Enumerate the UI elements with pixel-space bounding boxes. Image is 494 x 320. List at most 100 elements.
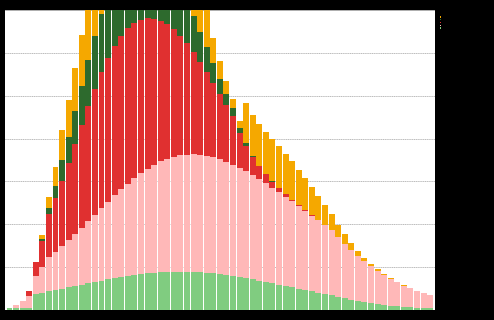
Bar: [420, 308, 426, 310]
Bar: [85, 221, 91, 283]
Bar: [329, 230, 334, 295]
Bar: [138, 173, 144, 274]
Bar: [283, 194, 288, 197]
Bar: [131, 0, 137, 23]
Bar: [177, 36, 183, 156]
Bar: [72, 144, 78, 234]
Bar: [151, 273, 157, 310]
Bar: [99, 72, 105, 208]
Bar: [394, 283, 400, 306]
Bar: [408, 307, 413, 310]
Bar: [13, 305, 19, 308]
Bar: [52, 186, 58, 198]
Bar: [79, 284, 85, 310]
Bar: [309, 215, 315, 216]
Bar: [184, 0, 190, 2]
Bar: [118, 0, 124, 36]
Bar: [269, 181, 275, 188]
Bar: [296, 170, 302, 205]
Bar: [322, 225, 328, 294]
Bar: [316, 196, 322, 220]
Bar: [118, 277, 124, 310]
Bar: [374, 269, 380, 271]
Bar: [191, 0, 197, 16]
Bar: [237, 168, 243, 277]
Bar: [230, 99, 236, 108]
Bar: [335, 237, 341, 297]
Bar: [99, 0, 105, 14]
Bar: [171, 0, 177, 29]
Bar: [230, 276, 236, 310]
Bar: [223, 162, 229, 275]
Bar: [414, 291, 420, 308]
Bar: [302, 210, 308, 211]
Bar: [276, 192, 282, 284]
Bar: [112, 278, 118, 310]
Bar: [145, 169, 151, 274]
Bar: [374, 304, 380, 310]
Bar: [197, 32, 203, 62]
Bar: [66, 100, 72, 137]
Bar: [105, 0, 111, 58]
Bar: [204, 273, 209, 310]
Bar: [309, 216, 315, 291]
Bar: [72, 286, 78, 310]
Bar: [210, 157, 216, 274]
Bar: [177, 156, 183, 272]
Bar: [92, 282, 98, 310]
Bar: [243, 278, 249, 310]
Bar: [165, 24, 170, 159]
Bar: [269, 139, 275, 181]
Bar: [6, 308, 12, 310]
Bar: [243, 146, 249, 171]
Bar: [79, 86, 85, 125]
Bar: [289, 200, 295, 201]
Bar: [92, 0, 98, 36]
Bar: [296, 205, 302, 206]
Bar: [59, 181, 65, 246]
Bar: [322, 294, 328, 310]
Bar: [105, 202, 111, 279]
Bar: [158, 162, 164, 272]
Bar: [302, 211, 308, 290]
Bar: [52, 290, 58, 310]
Bar: [250, 175, 255, 279]
Bar: [250, 279, 255, 310]
Bar: [316, 292, 322, 310]
Bar: [151, 19, 157, 165]
Bar: [33, 262, 39, 276]
Bar: [263, 132, 269, 174]
Bar: [52, 198, 58, 252]
Bar: [125, 184, 131, 276]
Bar: [355, 256, 361, 301]
Bar: [276, 188, 282, 192]
Bar: [217, 274, 223, 310]
Bar: [79, 36, 85, 86]
Bar: [177, 0, 183, 36]
Bar: [33, 276, 39, 294]
Bar: [368, 264, 374, 266]
Bar: [85, 106, 91, 221]
Bar: [204, 156, 209, 273]
Bar: [388, 278, 394, 279]
Bar: [302, 290, 308, 310]
Legend: , , , , : , , , ,: [440, 16, 441, 29]
Bar: [85, 283, 91, 310]
Bar: [283, 154, 288, 194]
Bar: [72, 111, 78, 144]
Bar: [394, 306, 400, 310]
Bar: [191, 16, 197, 52]
Bar: [33, 294, 39, 310]
Bar: [342, 299, 348, 310]
Bar: [427, 295, 433, 308]
Bar: [40, 268, 45, 292]
Bar: [165, 159, 170, 272]
Bar: [210, 63, 216, 83]
Bar: [256, 281, 262, 310]
Bar: [165, 0, 170, 24]
Bar: [13, 308, 19, 310]
Bar: [197, 272, 203, 310]
Bar: [329, 214, 334, 230]
Bar: [342, 234, 348, 244]
Bar: [204, 47, 209, 72]
